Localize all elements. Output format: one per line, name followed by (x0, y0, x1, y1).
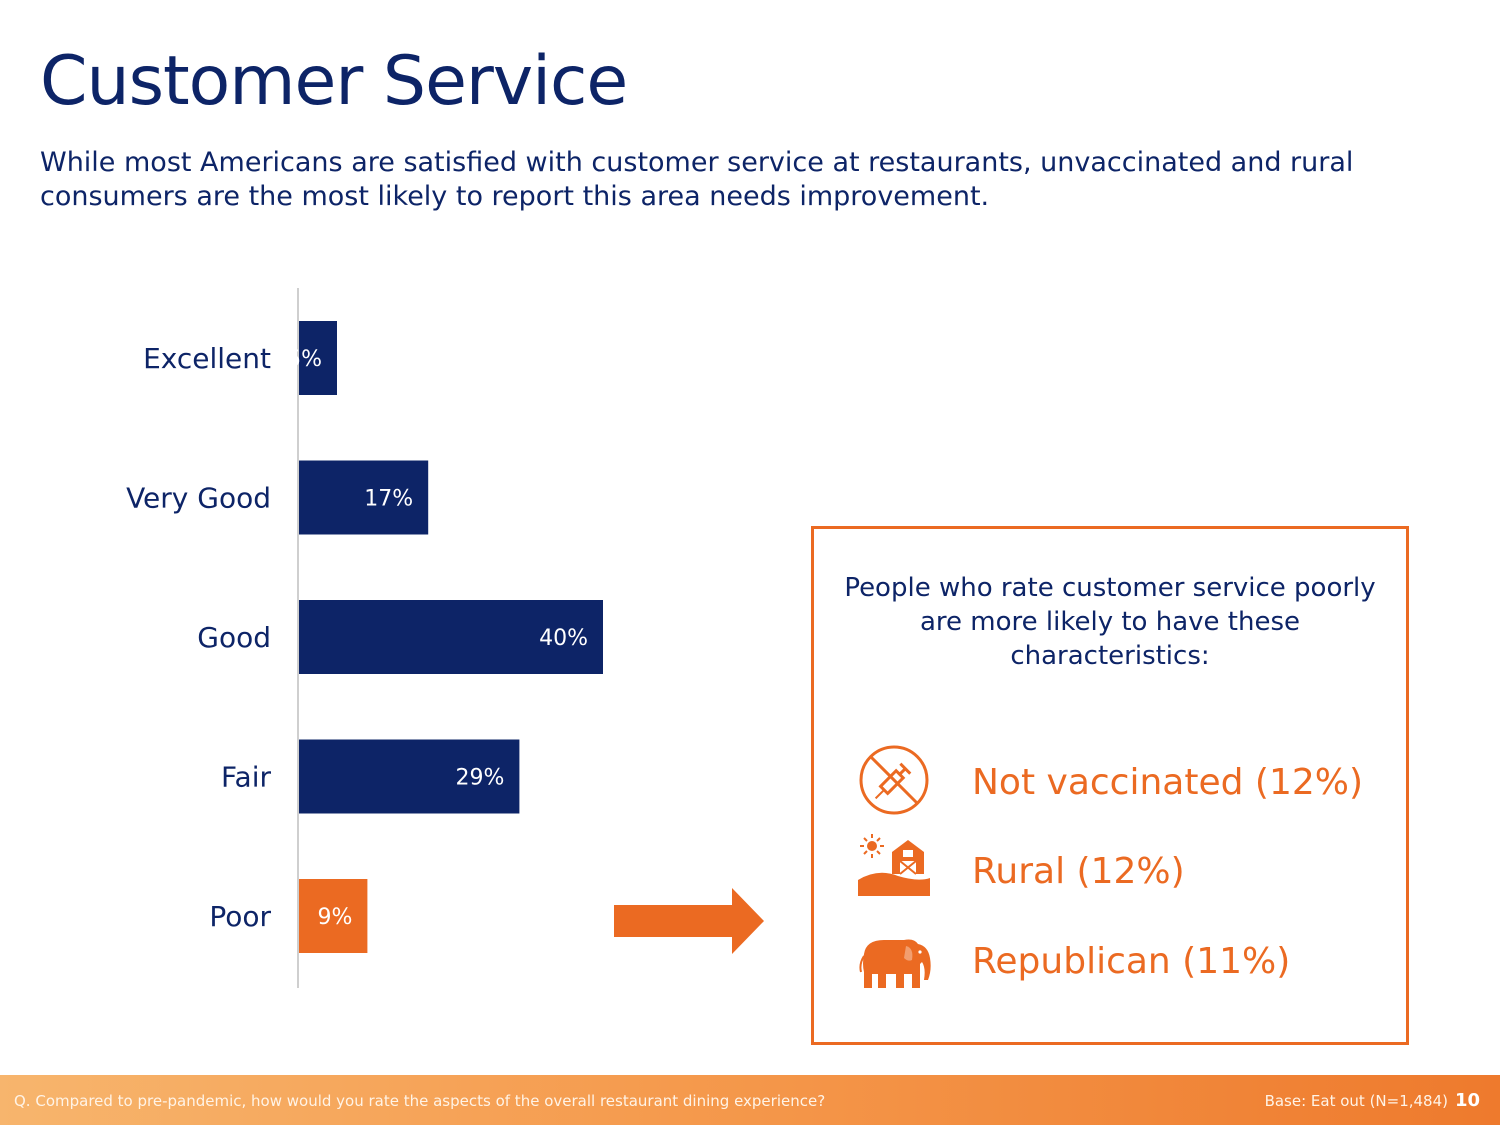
footer-base: Base: Eat out (N=1,484) (1264, 1092, 1448, 1110)
characteristics-callout: People who rate customer service poorly … (811, 526, 1409, 1045)
data-label: 17% (364, 487, 413, 512)
category-label: Poor (209, 900, 271, 933)
data-label: 29% (455, 766, 504, 791)
bar (299, 739, 520, 814)
no-vaccine-icon (859, 745, 929, 815)
data-label: 5% (287, 347, 322, 372)
data-label: 9% (317, 905, 352, 930)
category-label: Good (197, 621, 271, 654)
slide-subtitle: While most Americans are satisfied with … (40, 147, 1354, 212)
callout-heading: People who rate customer service poorly … (844, 573, 1376, 671)
data-label: 40% (539, 626, 588, 651)
footer-question: Q. Compared to pre-pandemic, how would y… (14, 1092, 826, 1110)
bar (299, 600, 603, 674)
trait-rural: Rural (12%) (972, 851, 1185, 892)
rating-bar-chart: Excellent 5% Very Good 17% Good 40% Fair 29% Poo… (126, 288, 603, 988)
bar (299, 460, 429, 535)
footer-bar: Q. Compared to pre-pandemic, how would y… (0, 1075, 1500, 1125)
slide-title: Customer Service (40, 42, 628, 121)
elephant-icon (859, 939, 931, 988)
arrow-right-icon (614, 888, 764, 954)
bar (299, 879, 368, 953)
category-label: Excellent (143, 342, 271, 375)
page-number: 10 (1454, 1090, 1480, 1111)
category-label: Fair (221, 761, 271, 794)
farm-barn-icon (858, 834, 930, 896)
trait-republican: Republican (11%) (972, 941, 1291, 982)
trait-not-vaccinated: Not vaccinated (12%) (972, 762, 1364, 803)
category-label: Very Good (126, 482, 271, 515)
bar (299, 321, 337, 395)
